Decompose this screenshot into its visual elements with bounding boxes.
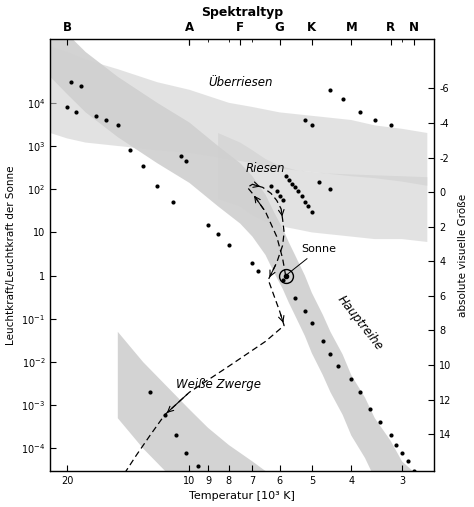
- Text: Hauptreihe: Hauptreihe: [335, 293, 386, 353]
- Point: [298, 192, 305, 200]
- Point: [169, 198, 176, 206]
- Point: [177, 152, 184, 160]
- Point: [319, 337, 327, 345]
- Point: [273, 187, 281, 195]
- Y-axis label: Leuchtkraft/Leuchtkraft der Sonne: Leuchtkraft/Leuchtkraft der Sonne: [6, 165, 16, 345]
- Point: [195, 461, 202, 469]
- Point: [254, 267, 261, 275]
- Point: [308, 319, 316, 327]
- Point: [410, 467, 418, 475]
- Point: [356, 108, 364, 117]
- Point: [126, 146, 134, 154]
- Point: [103, 116, 110, 124]
- Point: [294, 187, 302, 195]
- Point: [371, 116, 379, 124]
- Point: [249, 259, 256, 267]
- Point: [77, 82, 84, 90]
- Point: [182, 449, 190, 457]
- Point: [154, 182, 161, 190]
- Point: [214, 230, 222, 238]
- Point: [279, 276, 286, 284]
- Y-axis label: absolute visuelle Größe: absolute visuelle Größe: [458, 194, 468, 316]
- Point: [356, 388, 364, 396]
- Text: Sonne: Sonne: [288, 244, 337, 274]
- Point: [387, 121, 394, 129]
- Point: [301, 198, 309, 206]
- Point: [366, 406, 374, 414]
- Point: [172, 431, 180, 440]
- Point: [267, 182, 275, 190]
- Point: [114, 121, 122, 129]
- Point: [327, 185, 334, 193]
- Polygon shape: [218, 133, 428, 242]
- Point: [392, 441, 400, 449]
- Polygon shape: [50, 16, 428, 507]
- Point: [327, 350, 334, 358]
- Point: [347, 375, 355, 383]
- Point: [339, 95, 346, 103]
- Point: [204, 475, 212, 483]
- Point: [387, 431, 394, 440]
- Point: [204, 221, 212, 229]
- Point: [68, 78, 75, 86]
- Point: [146, 388, 154, 396]
- Point: [327, 86, 334, 94]
- Point: [72, 108, 80, 117]
- Point: [92, 112, 100, 120]
- X-axis label: Spektraltyp: Spektraltyp: [201, 6, 283, 19]
- Point: [376, 418, 384, 426]
- Point: [279, 196, 286, 204]
- Point: [63, 103, 71, 111]
- Point: [285, 176, 292, 185]
- Point: [288, 180, 296, 188]
- Point: [282, 172, 290, 180]
- Point: [315, 177, 323, 186]
- Point: [308, 121, 316, 129]
- Point: [139, 162, 147, 170]
- Point: [335, 362, 342, 370]
- Polygon shape: [118, 332, 295, 507]
- Point: [301, 116, 309, 124]
- Text: Weiße Zwerge: Weiße Zwerge: [176, 378, 261, 391]
- Point: [308, 208, 316, 216]
- Point: [225, 241, 233, 249]
- Point: [276, 192, 283, 200]
- Point: [305, 202, 312, 210]
- Point: [291, 184, 299, 192]
- Text: Riesen: Riesen: [246, 162, 285, 175]
- Point: [182, 157, 190, 165]
- Point: [398, 449, 406, 457]
- Point: [161, 411, 169, 419]
- X-axis label: Temperatur [10³ K]: Temperatur [10³ K]: [189, 491, 295, 501]
- Polygon shape: [50, 47, 428, 186]
- Point: [301, 307, 309, 315]
- Text: Überriesen: Überriesen: [208, 76, 273, 89]
- Point: [291, 294, 299, 302]
- Point: [404, 457, 412, 465]
